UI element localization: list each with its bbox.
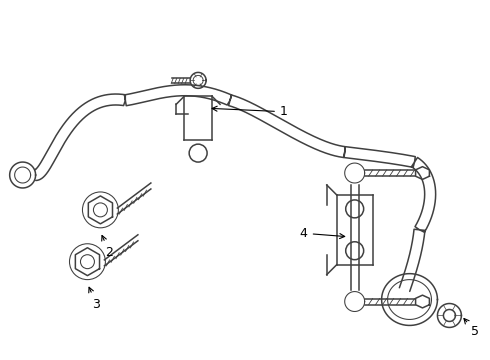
Text: 4: 4: [300, 227, 344, 240]
Text: 3: 3: [89, 287, 100, 311]
Text: 2: 2: [102, 235, 113, 259]
Text: 1: 1: [212, 105, 288, 118]
Text: 5: 5: [464, 319, 479, 338]
